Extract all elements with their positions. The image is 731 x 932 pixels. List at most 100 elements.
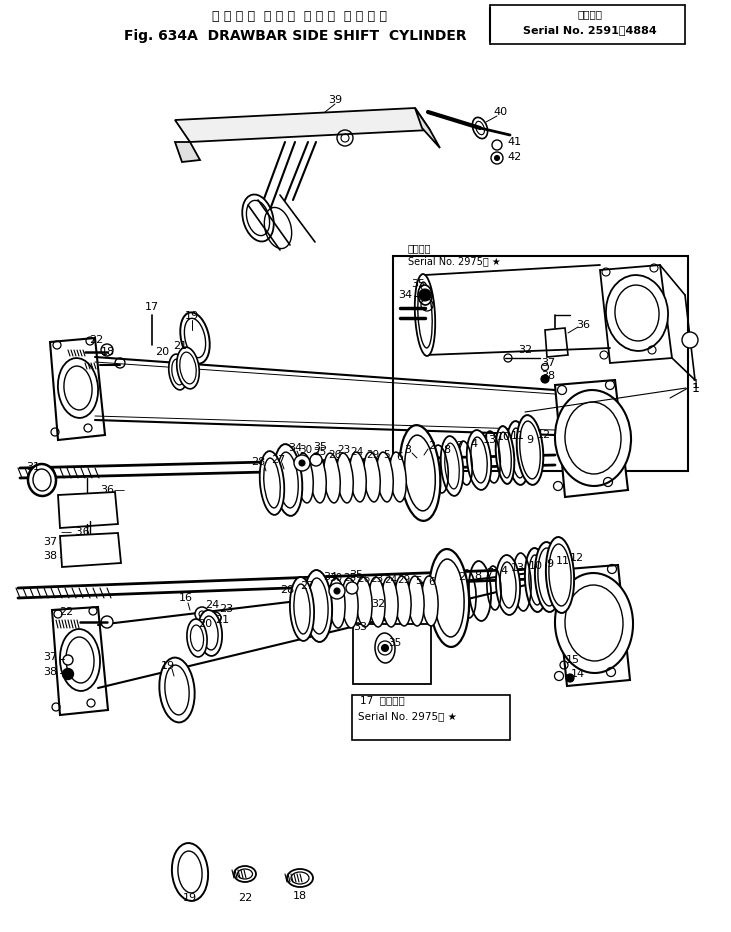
Text: 5: 5	[414, 576, 421, 586]
Ellipse shape	[441, 436, 463, 496]
Text: 4: 4	[471, 439, 477, 449]
Ellipse shape	[507, 421, 529, 485]
Text: 24: 24	[385, 575, 398, 585]
Polygon shape	[600, 265, 672, 363]
Text: 23: 23	[338, 445, 351, 455]
Text: 3: 3	[404, 445, 412, 455]
Text: 32: 32	[518, 345, 532, 355]
Ellipse shape	[304, 570, 332, 642]
Text: 20: 20	[155, 347, 169, 357]
Text: 37: 37	[541, 358, 555, 368]
Ellipse shape	[467, 430, 491, 490]
Polygon shape	[555, 380, 628, 497]
Ellipse shape	[329, 578, 345, 628]
Text: 13: 13	[511, 563, 525, 573]
Text: 34: 34	[323, 572, 337, 582]
Ellipse shape	[172, 843, 208, 901]
Text: 17  適用号機: 17 適用号機	[360, 695, 405, 705]
Ellipse shape	[546, 537, 574, 613]
Circle shape	[566, 674, 574, 682]
Ellipse shape	[58, 358, 98, 418]
Ellipse shape	[324, 453, 340, 503]
Ellipse shape	[169, 354, 187, 390]
Ellipse shape	[187, 619, 207, 657]
Text: 6: 6	[397, 452, 404, 462]
Text: 38: 38	[541, 371, 555, 381]
Circle shape	[329, 583, 345, 599]
Text: 28: 28	[280, 585, 294, 595]
Ellipse shape	[297, 453, 314, 503]
Text: 5: 5	[383, 450, 390, 460]
Text: 8: 8	[474, 571, 482, 581]
Circle shape	[62, 668, 74, 679]
Bar	[393, 256, 688, 471]
Ellipse shape	[198, 610, 222, 656]
Circle shape	[62, 553, 74, 564]
Ellipse shape	[349, 452, 366, 502]
Text: 8: 8	[444, 445, 450, 455]
Text: 17: 17	[145, 302, 159, 312]
Ellipse shape	[364, 452, 380, 502]
Ellipse shape	[408, 576, 424, 626]
Text: 31: 31	[26, 462, 40, 472]
Text: 27: 27	[300, 581, 314, 591]
Text: Serial No. 2975～ ★: Serial No. 2975～ ★	[408, 256, 501, 266]
Text: 24: 24	[350, 447, 363, 457]
Ellipse shape	[400, 425, 440, 521]
Text: 40: 40	[493, 107, 507, 117]
Text: 25: 25	[314, 447, 327, 457]
Circle shape	[299, 460, 305, 466]
Ellipse shape	[181, 312, 210, 363]
Text: 24: 24	[205, 600, 219, 610]
Ellipse shape	[337, 453, 353, 503]
Circle shape	[101, 616, 113, 628]
Circle shape	[310, 454, 322, 466]
Text: 10: 10	[529, 561, 543, 571]
Ellipse shape	[342, 578, 358, 628]
Text: 32: 32	[371, 599, 385, 609]
Text: 36—: 36—	[100, 485, 125, 495]
Ellipse shape	[242, 195, 274, 241]
Bar	[353, 624, 431, 684]
Ellipse shape	[535, 542, 561, 612]
Text: 1: 1	[692, 381, 700, 394]
Ellipse shape	[555, 390, 631, 486]
Text: 41: 41	[508, 137, 522, 147]
Text: 18: 18	[293, 891, 307, 901]
Circle shape	[294, 455, 310, 471]
Text: 6: 6	[428, 577, 436, 587]
Text: 23: 23	[371, 574, 384, 584]
Text: Serial No. 2591～4884: Serial No. 2591～4884	[523, 25, 657, 35]
Text: 29: 29	[366, 450, 379, 460]
Text: 28: 28	[251, 457, 265, 467]
Circle shape	[346, 582, 358, 594]
Circle shape	[195, 607, 209, 621]
Text: — 36: — 36	[61, 527, 89, 537]
Text: 12: 12	[570, 553, 584, 563]
Text: 21: 21	[215, 615, 229, 625]
Text: 22: 22	[238, 893, 252, 903]
Text: 34: 34	[288, 443, 302, 453]
Circle shape	[419, 289, 431, 301]
Text: 11: 11	[511, 431, 525, 441]
Text: 2: 2	[428, 441, 436, 451]
Text: 18: 18	[101, 347, 115, 357]
Text: 30: 30	[300, 445, 313, 455]
Text: 9: 9	[547, 559, 553, 569]
Text: 適用号機: 適用号機	[408, 243, 431, 253]
Polygon shape	[415, 108, 440, 148]
Text: 適用号機: 適用号機	[577, 9, 602, 19]
Ellipse shape	[414, 274, 435, 356]
Ellipse shape	[273, 445, 303, 516]
Text: 36: 36	[576, 320, 590, 330]
Text: 9: 9	[526, 435, 534, 445]
Ellipse shape	[290, 577, 314, 641]
Circle shape	[209, 612, 221, 624]
Text: 10: 10	[497, 432, 511, 442]
Text: 4: 4	[501, 566, 507, 576]
Text: 13: 13	[483, 435, 497, 445]
Text: 15: 15	[566, 655, 580, 665]
Text: ド ロ ー バ  サ イ ド  シ フ ト  シ リ ン ダ: ド ロ ー バ サ イ ド シ フ ト シ リ ン ダ	[213, 9, 387, 22]
Ellipse shape	[496, 426, 515, 484]
Text: 20: 20	[198, 619, 212, 629]
